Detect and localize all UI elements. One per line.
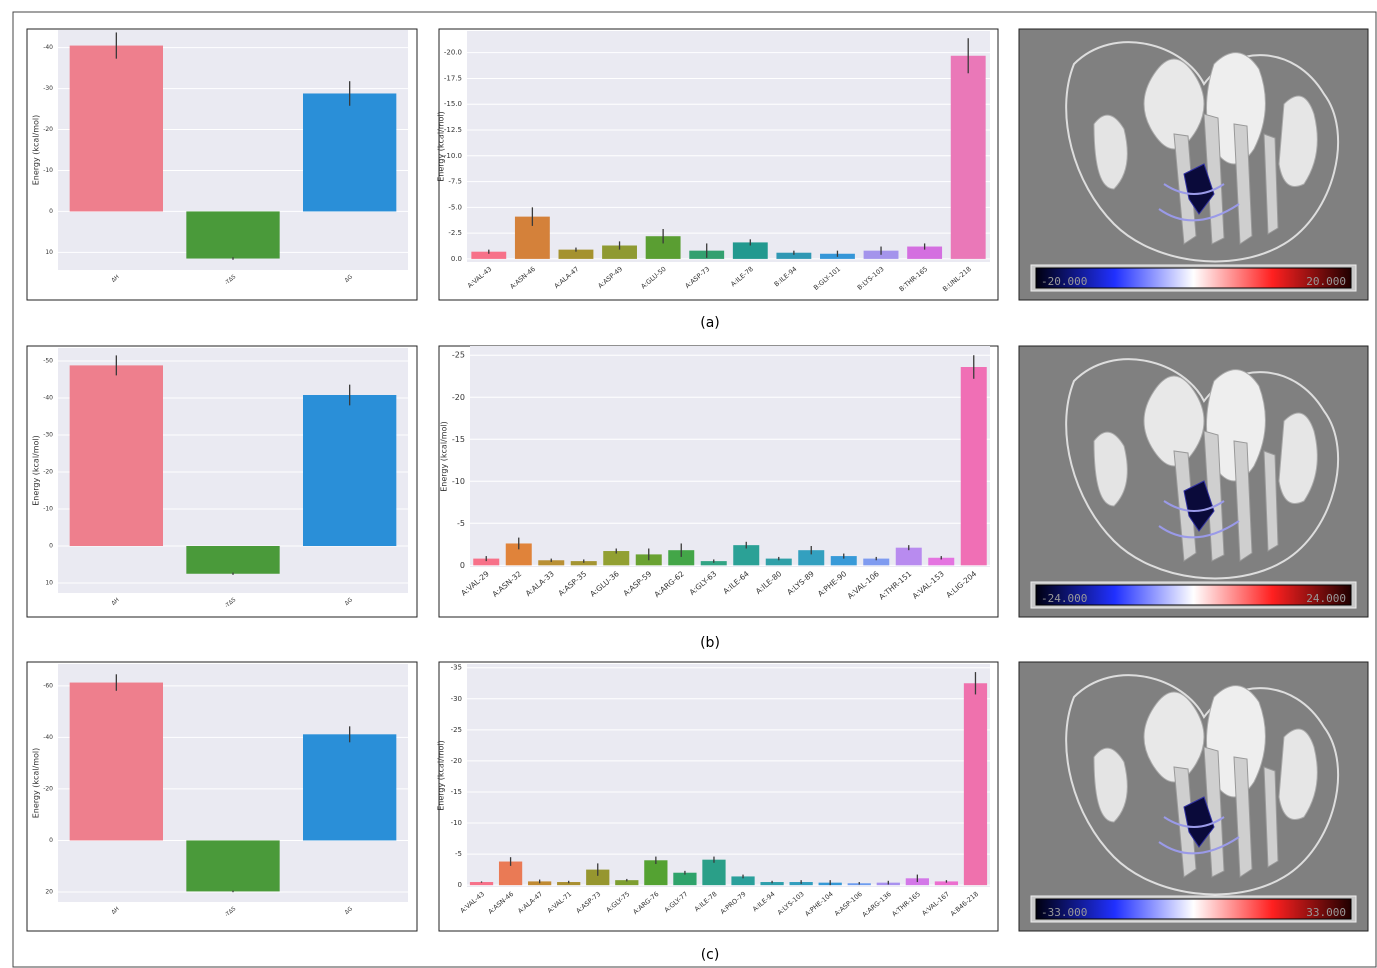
y-tick-label: -40 [43,394,53,401]
bar [303,93,396,211]
bar [186,211,279,258]
y-tick-label: -10.0 [444,152,462,160]
y-axis-label: Energy (kcal/mol) [437,740,446,811]
bar [961,367,987,565]
y-tick-label: 10 [45,249,53,256]
y-tick-label: 20 [45,888,53,895]
bar [186,546,279,574]
y-tick-label: -25 [451,726,462,734]
y-tick-label: -30 [43,431,53,438]
panel-caption: (c) [701,947,720,963]
y-axis-label: Energy (kcal/mol) [32,115,41,186]
colorbar-min-label: -20.000 [1041,275,1087,288]
y-axis-label: Energy (kcal/mol) [32,435,41,506]
y-tick-label: 10 [45,580,53,587]
bar [896,548,922,566]
y-tick-label: 0 [49,208,53,215]
y-tick-label: -15 [451,788,462,796]
bar [70,683,163,841]
y-tick-label: -20 [452,393,465,402]
y-tick-label: -10 [451,819,462,827]
panel-caption: (a) [700,315,720,331]
y-tick-label: -10 [452,477,465,486]
colorbar-max-label: 24.000 [1306,592,1346,605]
y-tick-label: 0 [458,881,462,889]
y-tick-label: -17.5 [444,74,462,82]
y-tick-label: 0 [49,837,53,844]
y-tick-label: -15.0 [444,100,462,108]
y-tick-label: -20.0 [444,49,462,57]
y-tick-label: -20 [43,468,53,475]
bar [702,860,725,885]
y-tick-label: -20 [451,757,462,765]
y-tick-label: -5.0 [448,203,462,211]
panel-caption: (b) [700,635,720,651]
bar [70,46,163,212]
y-tick-label: -15 [452,435,465,444]
y-tick-label: -10 [43,505,53,512]
colorbar-max-label: 20.000 [1306,275,1346,288]
y-tick-label: -20 [43,785,53,792]
y-tick-label: 0 [460,561,465,570]
y-tick-label: -20 [43,126,53,133]
y-axis-label: Energy (kcal/mol) [437,111,446,182]
plot-area [467,664,990,887]
y-tick-label: -40 [43,44,53,51]
y-tick-label: -60 [43,682,53,689]
colorbar-min-label: -33.000 [1041,906,1087,919]
y-tick-label: -12.5 [444,126,462,134]
bar [303,395,396,546]
plot-area [470,346,990,567]
y-tick-label: 0.0 [451,255,462,263]
y-tick-label: -50 [43,357,53,364]
y-tick-label: -7.5 [448,178,462,186]
y-tick-label: -5 [457,519,465,528]
bar [70,365,163,546]
figure: -40-30-20-10010Energy (kcal/mol)ΔH-TΔSΔG… [0,0,1377,968]
y-tick-label: -25 [452,351,465,360]
y-axis-label: Energy (kcal/mol) [32,748,41,819]
y-tick-label: -2.5 [448,229,462,237]
bar [964,683,987,885]
y-axis-label: Energy (kcal/mol) [440,421,449,492]
y-tick-label: -30 [43,85,53,92]
y-tick-label: -5 [455,850,462,858]
bar [951,56,986,259]
colorbar-min-label: -24.000 [1041,592,1087,605]
y-tick-label: -30 [451,695,462,703]
bar [303,734,396,840]
colorbar-max-label: 33.000 [1306,906,1346,919]
bar [186,840,279,891]
y-tick-label: 0 [49,542,53,549]
y-tick-label: -40 [43,734,53,741]
y-tick-label: -35 [451,664,462,672]
y-tick-label: -10 [43,167,53,174]
